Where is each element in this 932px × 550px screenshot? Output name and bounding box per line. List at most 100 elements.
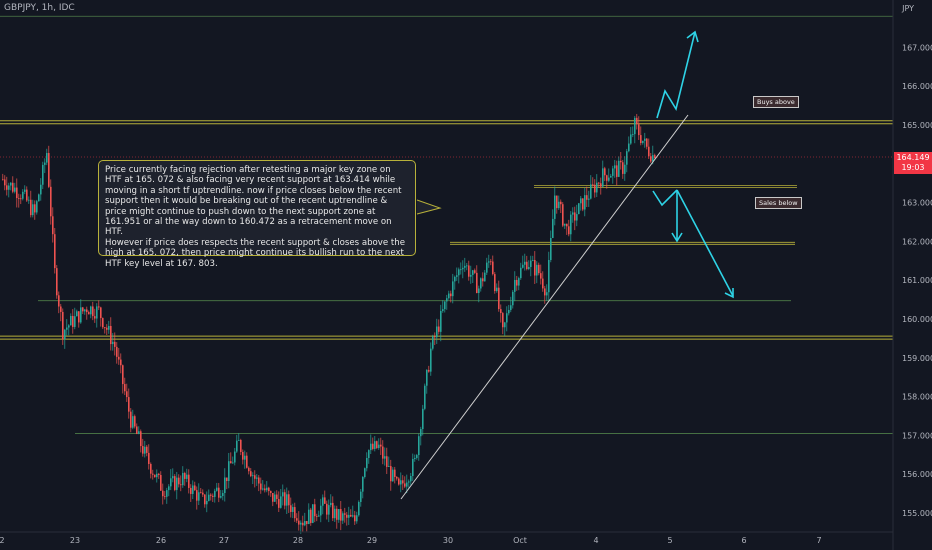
candle-body <box>10 182 12 186</box>
candle-body <box>258 477 260 484</box>
candle-body <box>410 475 412 482</box>
time-tick-label: 2 <box>0 536 5 545</box>
candle-body <box>120 359 122 366</box>
candle-body <box>566 223 568 227</box>
candle-body <box>196 490 198 501</box>
candle-body <box>134 416 136 427</box>
candle-body <box>418 436 420 456</box>
time-tick-label: 23 <box>70 536 80 545</box>
candle-body <box>194 485 196 491</box>
candle-body <box>504 322 506 328</box>
time-tick-label: Oct <box>513 536 527 545</box>
candle-body <box>430 348 432 372</box>
candle-body <box>274 494 276 502</box>
candle-body <box>548 259 550 293</box>
candle-body <box>374 441 376 449</box>
candle-body <box>252 475 254 477</box>
candle-body <box>570 214 572 235</box>
candle-body <box>272 492 274 502</box>
candle-body <box>40 184 42 195</box>
candle-body <box>140 431 142 447</box>
candle-body <box>310 509 312 523</box>
uptrend-line[interactable] <box>400 114 689 500</box>
candle-body <box>474 270 476 273</box>
candle-body <box>358 501 360 516</box>
candle-body <box>642 140 644 144</box>
candle-body <box>390 466 392 482</box>
candle-body <box>200 492 202 494</box>
candle-body <box>86 309 88 313</box>
candle-body <box>620 160 622 163</box>
candle-body <box>222 493 224 497</box>
buys-above-label[interactable]: Buys above <box>753 96 799 108</box>
candle-body <box>114 341 116 347</box>
candle-body <box>190 487 192 494</box>
candle-body <box>74 316 76 327</box>
candle-body <box>286 494 288 506</box>
candle-body <box>188 474 190 488</box>
time-tick-label: 5 <box>667 536 672 545</box>
candle-body <box>142 446 144 454</box>
candle-body <box>60 306 62 312</box>
candle-body <box>212 495 214 497</box>
price-axis: 167.000166.000165.000164.000163.000162.0… <box>902 43 932 518</box>
candle-body <box>448 293 450 299</box>
candle-body <box>302 522 304 526</box>
price-tick-label: 156.000 <box>902 470 932 479</box>
sales-below-label[interactable]: Sales below <box>755 197 802 209</box>
candle-body <box>208 494 210 501</box>
candle-body <box>508 309 510 314</box>
candle-body <box>368 450 370 458</box>
time-tick-label: 27 <box>219 536 229 545</box>
candle-body <box>538 264 540 274</box>
candle-body <box>250 471 252 477</box>
candle-body <box>396 476 398 479</box>
candle-body <box>600 183 602 187</box>
note-callout-tail <box>416 199 442 215</box>
time-tick-label: 6 <box>741 536 746 545</box>
candle-body <box>364 468 366 477</box>
candle-body <box>442 309 444 312</box>
candle-body <box>564 223 566 226</box>
candle-body <box>294 507 296 519</box>
candle-body <box>614 165 616 169</box>
candle-body <box>256 477 258 479</box>
candle-body <box>382 446 384 459</box>
candle-body <box>618 160 620 177</box>
candle-body <box>180 484 182 486</box>
candle-body <box>528 266 530 270</box>
candle-body <box>152 473 154 475</box>
candle-body <box>124 384 126 392</box>
candle-body <box>138 431 140 434</box>
candle-body <box>394 469 396 477</box>
symbol-title[interactable]: GBPJPY, 1h, IDC <box>4 3 75 13</box>
candle-body <box>268 487 270 492</box>
current-price-value: 164.149 <box>896 153 930 162</box>
candle-body <box>182 473 184 486</box>
candle-body <box>246 455 248 468</box>
candle-body <box>82 307 84 312</box>
candle-body <box>638 124 640 136</box>
candle-body <box>490 261 492 263</box>
candle-body <box>480 278 482 289</box>
candle-body <box>54 234 56 269</box>
candle-body <box>438 326 440 332</box>
candle-body <box>540 273 542 279</box>
candle-body <box>90 306 92 315</box>
currency-label: JPY <box>902 4 914 13</box>
candle-body <box>598 182 600 184</box>
candle-body <box>220 496 222 498</box>
analysis-note[interactable]: Price currently facing rejection after r… <box>98 160 416 269</box>
candle-body <box>414 457 416 459</box>
candle-body <box>122 365 124 385</box>
projection-arrows[interactable] <box>652 30 734 299</box>
bullish-path <box>656 31 696 119</box>
candle-body <box>32 204 34 216</box>
candle-body <box>96 306 98 319</box>
candle-body <box>610 175 612 178</box>
candle-body <box>556 195 558 209</box>
candle-body <box>210 494 212 496</box>
candle-body <box>446 298 448 302</box>
candle-body <box>604 168 606 176</box>
